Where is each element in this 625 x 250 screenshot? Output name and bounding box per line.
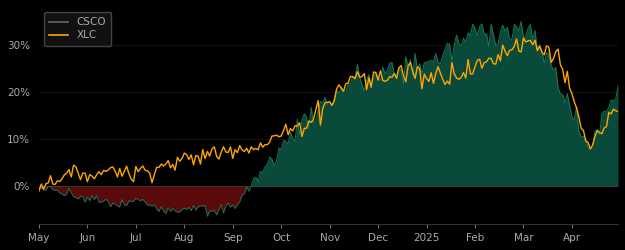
Legend: CSCO, XLC: CSCO, XLC: [44, 12, 111, 46]
